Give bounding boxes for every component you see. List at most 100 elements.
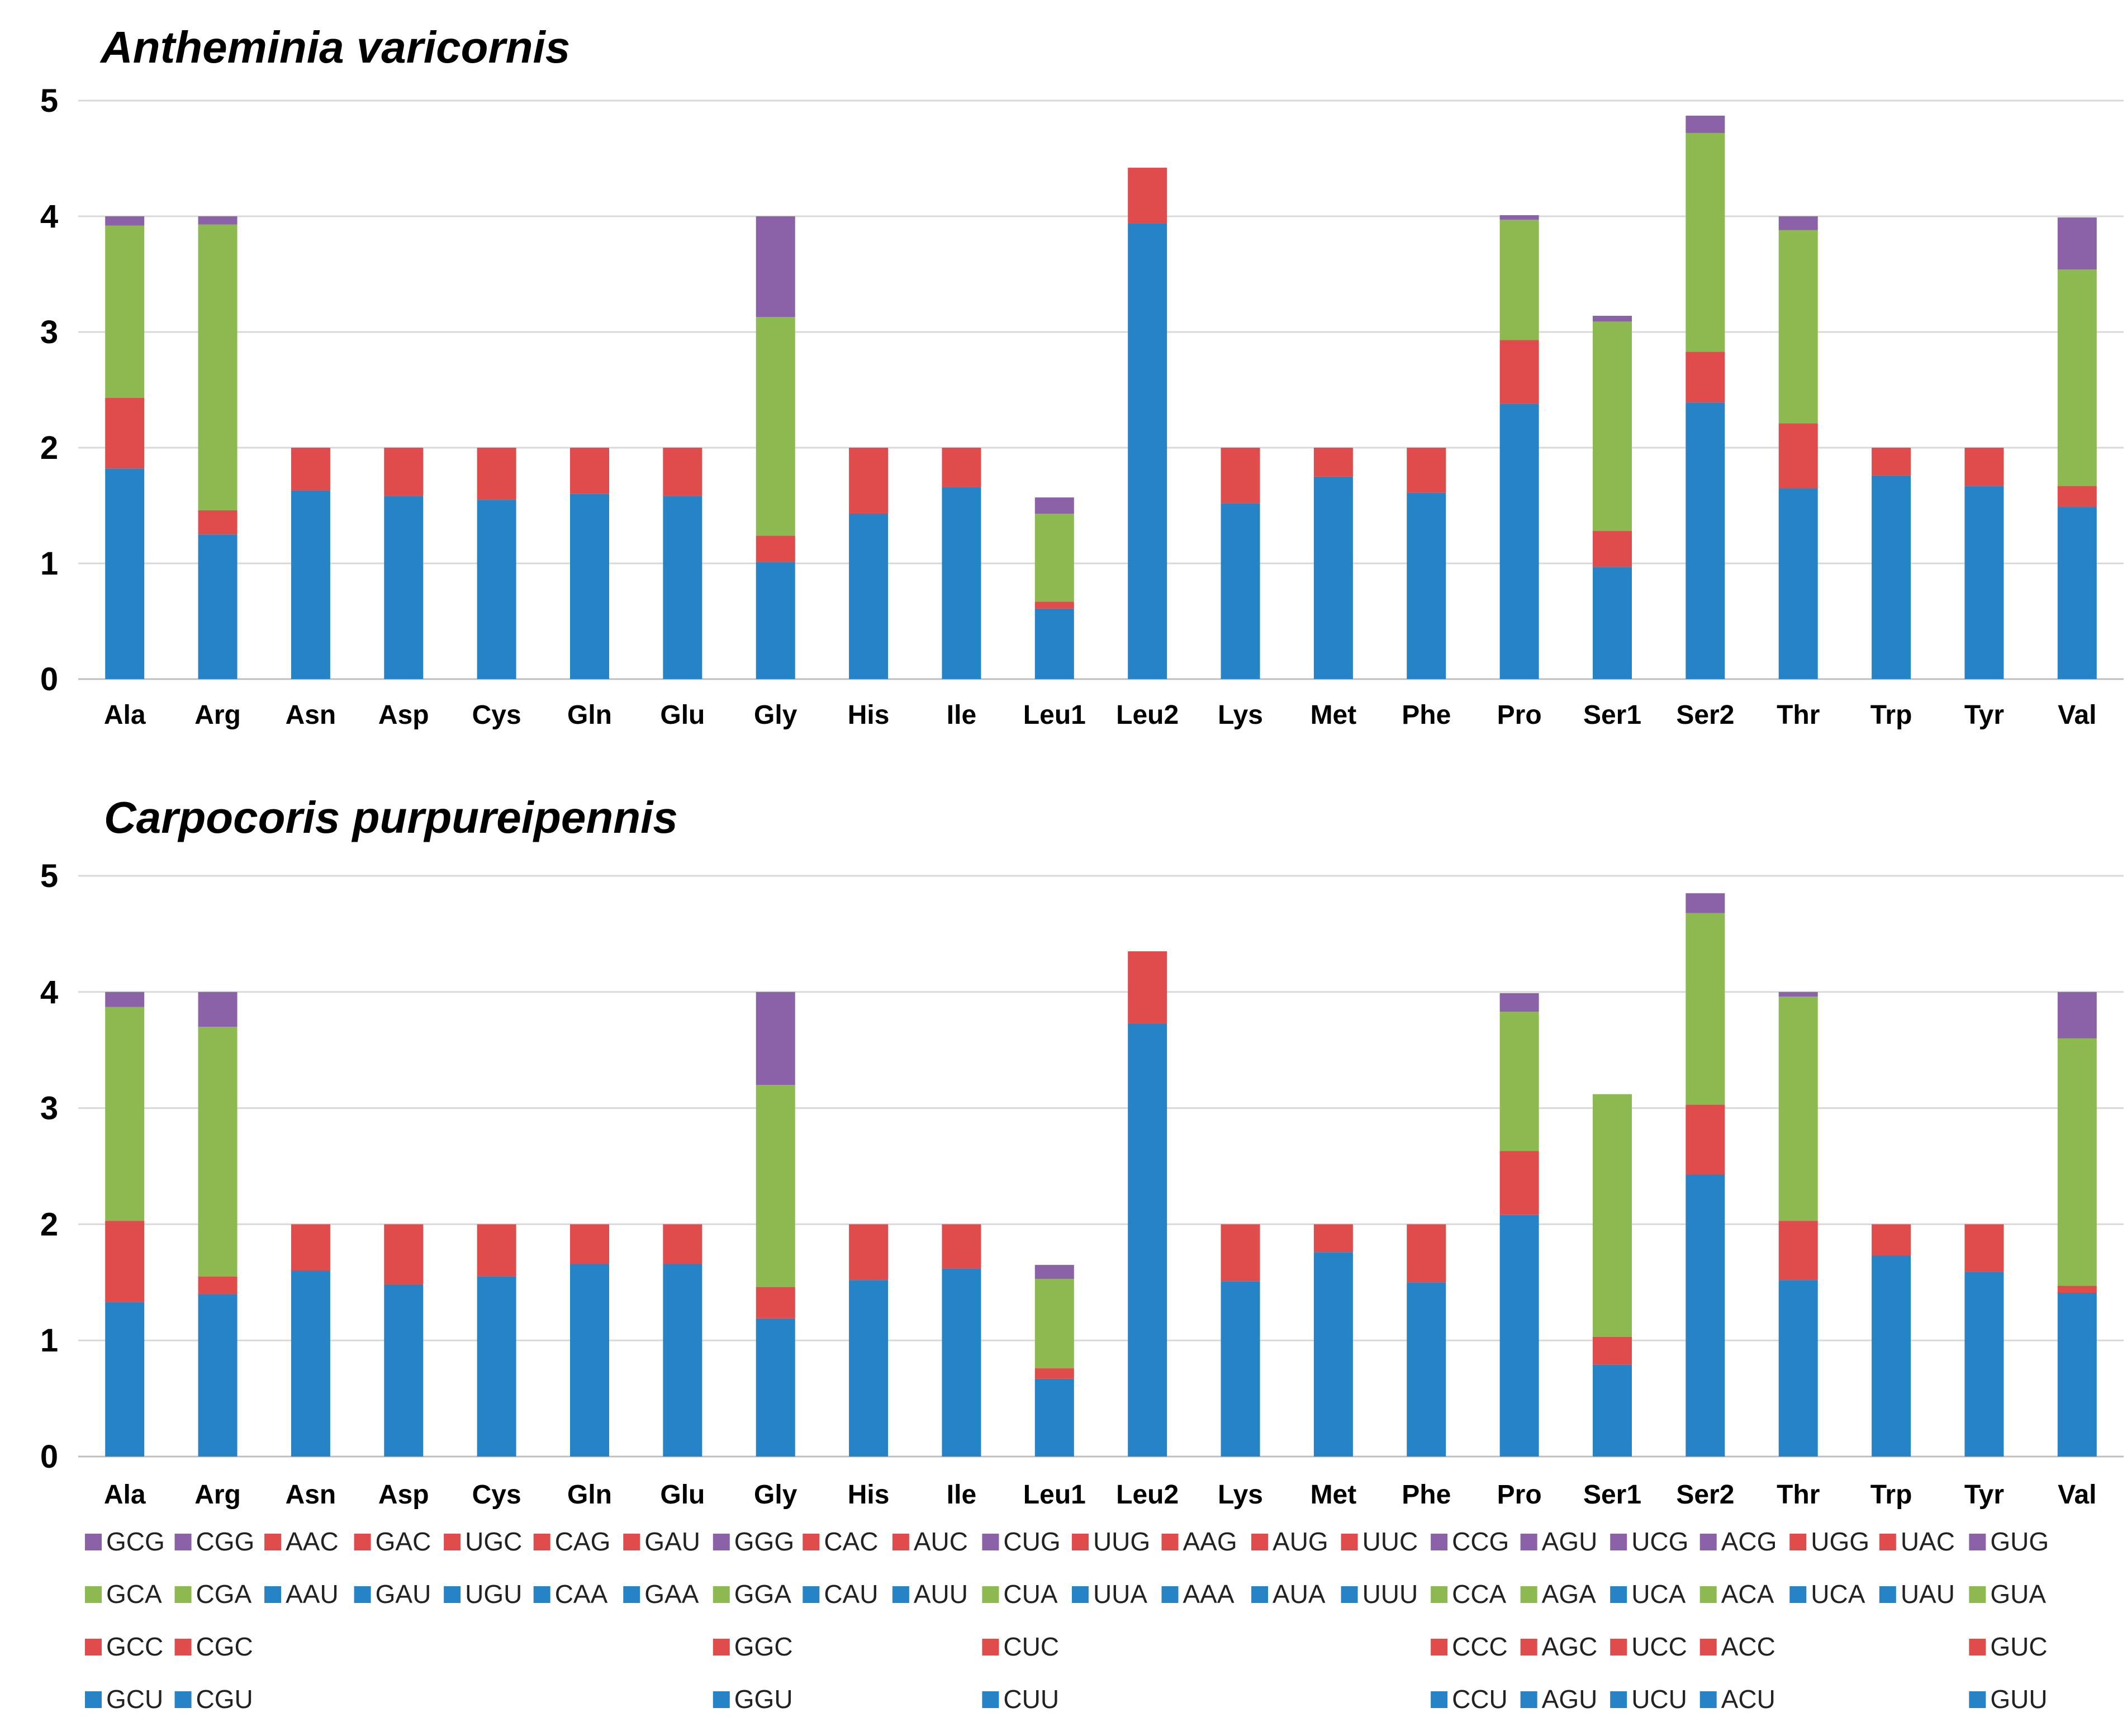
x-category-label: Thr (1777, 1480, 1820, 1510)
legend-label: UCC (1631, 1632, 1687, 1661)
bar-cys-segment-1 (477, 1276, 516, 1457)
legend-label: GGA (734, 1580, 792, 1609)
bar-ser1-segment-4 (1593, 316, 1632, 322)
legend-swatch (1699, 1534, 1717, 1550)
x-category-label: Met (1311, 1480, 1357, 1510)
x-category-label: Tyr (1964, 700, 2004, 730)
bar-met-segment-1 (1313, 1252, 1353, 1457)
bar-leu2-segment-2 (1128, 168, 1167, 224)
bar-gly-segment-3 (756, 1085, 795, 1287)
bar-lys-segment-2 (1221, 448, 1260, 504)
y-tick-label: 4 (40, 198, 58, 235)
legend-label: CGG (196, 1527, 255, 1556)
legend-swatch (1520, 1534, 1537, 1550)
bar-leu1-segment-3 (1034, 513, 1074, 602)
legend-swatch (892, 1586, 909, 1603)
legend-label: GGG (734, 1527, 794, 1556)
x-category-label: Ser1 (1583, 1480, 1641, 1510)
bar-leu2-segment-1 (1128, 223, 1167, 679)
bar-leu1-segment-1 (1034, 1378, 1074, 1457)
legend-label: AAU (286, 1580, 339, 1609)
legend-label: CUG (1003, 1527, 1060, 1556)
legend-swatch (174, 1691, 192, 1708)
x-category-label: Asp (378, 700, 429, 730)
bar-ser2-segment-2 (1686, 1104, 1725, 1175)
legend-swatch (982, 1534, 999, 1550)
bar-met-segment-1 (1313, 476, 1353, 679)
x-category-label: Leu1 (1023, 1480, 1086, 1510)
bar-ser1-segment-3 (1593, 321, 1632, 532)
x-category-label: Phe (1402, 1480, 1451, 1510)
bar-glu-segment-2 (663, 448, 702, 496)
bar-asp-segment-1 (384, 496, 424, 679)
y-tick-label: 0 (40, 1439, 58, 1475)
bar-arg-segment-1 (198, 1294, 238, 1457)
x-category-label: Ala (104, 700, 146, 730)
legend-swatch (713, 1586, 730, 1603)
bar-ser1-segment-1 (1593, 1364, 1632, 1457)
legend-label: AUC (914, 1527, 968, 1556)
bar-leu2-segment-1 (1128, 1023, 1167, 1457)
bar-ala-segment-1 (105, 468, 145, 679)
legend-swatch (354, 1534, 371, 1550)
bar-thr-segment-3 (1778, 997, 1818, 1221)
x-category-label: His (848, 700, 890, 730)
bar-cys-segment-2 (477, 1224, 516, 1277)
bar-arg-segment-2 (198, 1276, 238, 1294)
bar-gly-segment-3 (756, 317, 795, 536)
bar-ala-segment-1 (105, 1302, 145, 1457)
bar-thr-segment-2 (1778, 423, 1818, 488)
bar-ala-segment-4 (105, 216, 145, 226)
bar-ser2-segment-3 (1686, 132, 1725, 352)
bar-tyr-segment-1 (1964, 486, 2004, 679)
y-tick-label: 5 (40, 83, 58, 119)
bar-phe-segment-2 (1407, 448, 1446, 493)
x-category-label: Tyr (1964, 1480, 2004, 1510)
legend-label: GCA (106, 1580, 162, 1609)
bar-ile-segment-2 (942, 1224, 981, 1269)
bar-ser2-segment-1 (1686, 402, 1725, 679)
legend-label: UUU (1362, 1580, 1418, 1609)
legend-label: GUU (1990, 1685, 2047, 1714)
y-tick-label: 1 (40, 546, 58, 582)
y-tick-label: 5 (40, 858, 58, 894)
bar-phe-segment-1 (1407, 1282, 1446, 1457)
x-category-label: Gly (754, 700, 797, 730)
bar-gln-segment-1 (570, 1264, 609, 1457)
x-category-label: Pro (1497, 700, 1542, 730)
bar-asp-segment-2 (384, 448, 424, 496)
bar-cys-segment-1 (477, 500, 516, 679)
legend-label: CUA (1003, 1580, 1057, 1609)
bar-trp-segment-1 (1872, 1255, 1911, 1457)
legend-label: ACC (1721, 1632, 1775, 1661)
bar-lys-segment-1 (1221, 1281, 1260, 1457)
legend-swatch (444, 1534, 461, 1550)
bar-arg-segment-4 (198, 992, 238, 1027)
legend-swatch (713, 1691, 730, 1708)
legend-label: UUA (1093, 1580, 1147, 1609)
legend: GCG GCA GCC GCU CGG CGA CGC CGU AAC AAU GAC GAU UGC U… (85, 1527, 2049, 1714)
bar-pro-segment-2 (1499, 1151, 1539, 1215)
bar-thr-segment-2 (1778, 1221, 1818, 1280)
legend-label: AGA (1542, 1580, 1596, 1609)
legend-swatch (982, 1639, 999, 1656)
bar-gly-segment-2 (756, 535, 795, 562)
bar-glu-segment-1 (663, 496, 702, 679)
x-category-label: Ser1 (1583, 700, 1641, 730)
legend-label: CUU (1003, 1685, 1059, 1714)
y-tick-label: 4 (40, 974, 58, 1011)
bar-pro-segment-1 (1499, 1215, 1539, 1457)
legend-swatch (982, 1691, 999, 1708)
bar-leu1-segment-4 (1034, 497, 1074, 514)
x-category-label: Cys (472, 1480, 521, 1510)
bar-val-segment-4 (2057, 992, 2097, 1038)
legend-swatch (1251, 1534, 1269, 1550)
bar-asn-segment-2 (291, 448, 330, 491)
bar-thr-segment-1 (1778, 488, 1818, 679)
legend-label: AAG (1183, 1527, 1237, 1556)
legend-swatch (1879, 1586, 1896, 1603)
bar-leu1-segment-2 (1034, 601, 1074, 609)
bar-ile-segment-2 (942, 448, 981, 487)
legend-swatch (1431, 1534, 1448, 1550)
